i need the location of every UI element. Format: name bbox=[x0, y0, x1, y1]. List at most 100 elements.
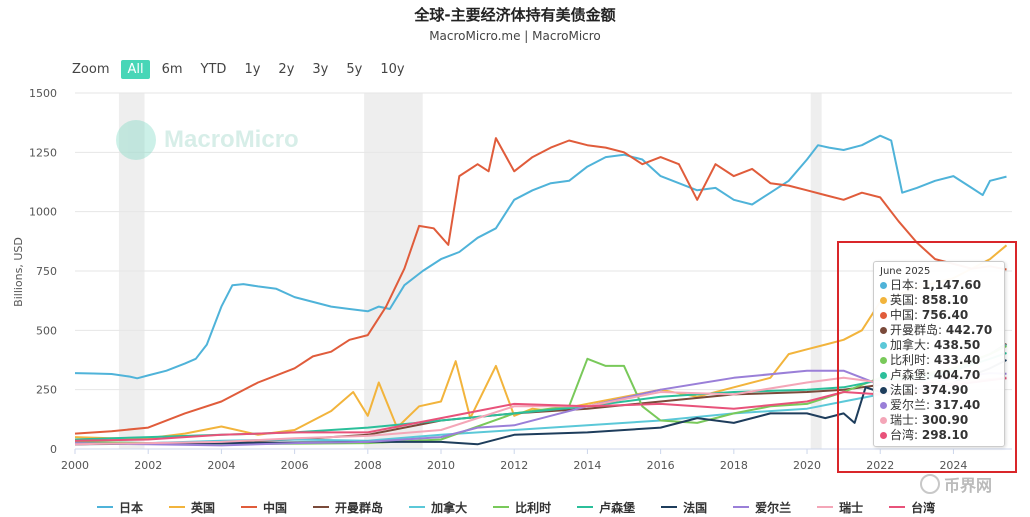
legend-item-luxembourg[interactable]: 卢森堡 bbox=[577, 499, 635, 516]
legend-label: 卢森堡 bbox=[599, 500, 636, 515]
legend-label: 比利时 bbox=[515, 500, 552, 515]
highlight-frame bbox=[837, 241, 1017, 473]
series-line-china[interactable] bbox=[74, 137, 1007, 435]
series-dot-icon bbox=[880, 402, 887, 409]
x-tick-label: 2024 bbox=[939, 459, 967, 472]
x-tick-label: 2016 bbox=[647, 459, 675, 472]
legend-item-canada[interactable]: 加拿大 bbox=[409, 499, 467, 516]
legend-label: 日本 bbox=[119, 500, 144, 515]
tooltip-row: 台湾: 298.10 bbox=[880, 428, 1004, 443]
y-tick-label: 250 bbox=[36, 384, 57, 397]
x-tick-label: 2002 bbox=[134, 459, 162, 472]
legend-swatch bbox=[889, 506, 906, 508]
tooltip-row: 爱尔兰: 317.40 bbox=[880, 398, 1004, 413]
legend-label: 英国 bbox=[191, 500, 216, 515]
tooltip-label: 日本: bbox=[890, 278, 922, 292]
tooltip-label: 法国: bbox=[890, 383, 922, 397]
legend-swatch bbox=[661, 506, 678, 508]
tooltip-date: June 2025 bbox=[880, 266, 931, 277]
legend-item-belgium[interactable]: 比利时 bbox=[493, 499, 551, 516]
tooltip-label: 中国: bbox=[890, 308, 922, 322]
tooltip-label: 英国: bbox=[890, 293, 922, 307]
tooltip-row: 加拿大: 438.50 bbox=[880, 338, 1004, 353]
legend-swatch bbox=[817, 506, 834, 508]
corner-logo: 币界网 bbox=[920, 472, 992, 496]
series-dot-icon bbox=[880, 297, 887, 304]
y-tick-label: 1250 bbox=[29, 146, 57, 159]
legend-swatch bbox=[313, 506, 330, 508]
zoom-6m-button[interactable]: 6m bbox=[161, 61, 183, 77]
tooltip-label: 加拿大: bbox=[890, 338, 934, 352]
tooltip-value: 438.50 bbox=[933, 338, 981, 352]
y-tick-label: 0 bbox=[50, 443, 57, 456]
legend-label: 加拿大 bbox=[431, 500, 468, 515]
legend-swatch bbox=[241, 506, 258, 508]
macromicro-watermark: MacroMicro bbox=[116, 120, 299, 160]
zoom-ytd-button[interactable]: YTD bbox=[200, 61, 227, 77]
chart-legend: 日本 英国 中国 开曼群岛 加拿大 比利时 卢森堡 法国 爱尔兰 瑞士 台湾 bbox=[97, 497, 961, 517]
macromicro-logo-icon bbox=[116, 120, 156, 160]
legend-item-cayman[interactable]: 开曼群岛 bbox=[313, 499, 383, 516]
legend-swatch bbox=[169, 506, 186, 508]
x-tick-label: 2008 bbox=[354, 459, 382, 472]
legend-item-taiwan[interactable]: 台湾 bbox=[889, 499, 935, 516]
corner-logo-text: 币界网 bbox=[944, 476, 993, 495]
tooltip-value: 300.90 bbox=[921, 413, 969, 427]
zoom-bar: Zoom All 6m YTD 1y 2y 3y 5y 10y bbox=[72, 58, 417, 80]
y-axis-label: Billions, USD bbox=[12, 237, 25, 307]
chart-title: 全球-主要经济体持有美债金额 bbox=[414, 6, 616, 24]
tooltip-value: 1,147.60 bbox=[921, 278, 982, 292]
legend-item-uk[interactable]: 英国 bbox=[169, 499, 215, 516]
zoom-2y-button[interactable]: 2y bbox=[278, 61, 295, 77]
tooltip-row: 卢森堡: 404.70 bbox=[880, 368, 1004, 383]
zoom-5y-button[interactable]: 5y bbox=[346, 61, 363, 77]
chart-subtitle: MacroMicro.me | MacroMicro bbox=[429, 29, 601, 43]
zoom-all-button[interactable]: All bbox=[121, 59, 150, 79]
tooltip-value: 317.40 bbox=[933, 398, 981, 412]
x-tick-label: 2010 bbox=[427, 459, 455, 472]
legend-item-china[interactable]: 中国 bbox=[241, 499, 287, 516]
grid-lines bbox=[74, 92, 1012, 454]
tooltip-label: 台湾: bbox=[890, 428, 922, 442]
y-tick-label: 1000 bbox=[29, 206, 57, 219]
tooltip-row: 日本: 1,147.60 bbox=[880, 278, 1004, 293]
chart-tooltip: June 2025 日本: 1,147.60 英国: 858.10 中国: 756.… bbox=[873, 261, 1005, 447]
series-dot-icon bbox=[880, 342, 887, 349]
y-tick-label: 1500 bbox=[29, 87, 57, 100]
series-dot-icon bbox=[880, 417, 887, 424]
series-dot-icon bbox=[880, 432, 887, 439]
tooltip-rows: 日本: 1,147.60 英国: 858.10 中国: 756.40 开曼群岛: 44… bbox=[880, 278, 1004, 443]
legend-item-japan[interactable]: 日本 bbox=[97, 499, 143, 516]
x-tick-label: 2004 bbox=[207, 459, 235, 472]
tooltip-value: 756.40 bbox=[921, 308, 969, 322]
legend-swatch bbox=[493, 506, 510, 508]
legend-swatch bbox=[577, 506, 594, 508]
tooltip-value: 374.90 bbox=[921, 383, 969, 397]
legend-item-switzerland[interactable]: 瑞士 bbox=[817, 499, 863, 516]
zoom-label: Zoom bbox=[72, 61, 110, 77]
zoom-3y-button[interactable]: 3y bbox=[312, 61, 329, 77]
tooltip-label: 比利时: bbox=[890, 353, 934, 367]
series-dot-icon bbox=[880, 282, 887, 289]
tooltip-row: 比利时: 433.40 bbox=[880, 353, 1004, 368]
legend-label: 爱尔兰 bbox=[755, 500, 792, 515]
x-tick-label: 2020 bbox=[793, 459, 821, 472]
tooltip-label: 卢森堡: bbox=[890, 368, 934, 382]
coin-icon bbox=[920, 474, 940, 494]
tooltip-label: 瑞士: bbox=[890, 413, 922, 427]
legend-label: 开曼群岛 bbox=[335, 500, 384, 515]
x-tick-label: 2022 bbox=[866, 459, 894, 472]
tooltip-label: 爱尔兰: bbox=[890, 398, 934, 412]
legend-item-france[interactable]: 法国 bbox=[661, 499, 707, 516]
watermark-text: MacroMicro bbox=[164, 126, 299, 153]
tooltip-value: 298.10 bbox=[921, 428, 969, 442]
legend-label: 台湾 bbox=[911, 500, 936, 515]
tooltip-value: 858.10 bbox=[921, 293, 969, 307]
series-dot-icon bbox=[880, 312, 887, 319]
series-dot-icon bbox=[880, 372, 887, 379]
legend-item-ireland[interactable]: 爱尔兰 bbox=[733, 499, 791, 516]
zoom-10y-button[interactable]: 10y bbox=[380, 61, 405, 77]
series-line-japan[interactable] bbox=[74, 134, 1007, 380]
zoom-1y-button[interactable]: 1y bbox=[244, 61, 261, 77]
